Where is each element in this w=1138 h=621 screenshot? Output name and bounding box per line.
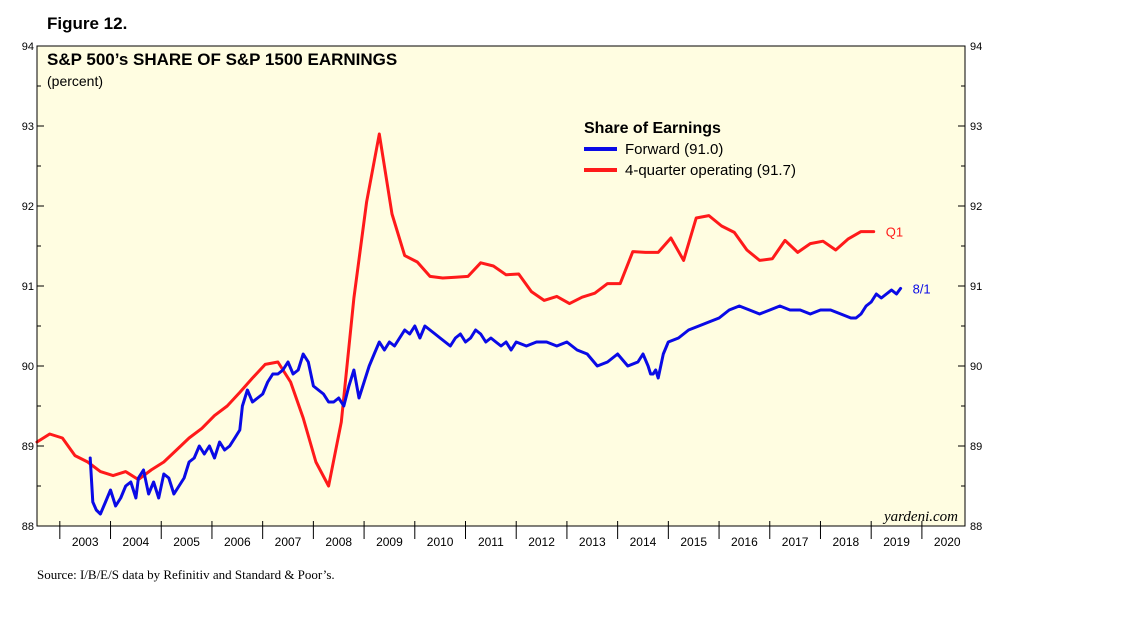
x-tick-label: 2016	[731, 535, 758, 549]
y-tick-label-right: 94	[970, 41, 982, 53]
legend-title: Share of Earnings	[584, 120, 721, 137]
x-tick-label: 2017	[782, 535, 809, 549]
series-line-operating	[35, 132, 876, 488]
x-tick-label: 2015	[680, 535, 707, 549]
source-note: Source: I/B/E/S data by Refinitiv and St…	[37, 567, 335, 582]
y-tick-label-right: 91	[970, 281, 982, 293]
x-tick-label: 2008	[325, 535, 352, 549]
x-tick-label: 2014	[630, 535, 657, 549]
y-tick-label-left: 92	[22, 201, 34, 213]
plot-background	[37, 46, 965, 526]
legend-entry-forward: Forward (91.0)	[625, 141, 723, 158]
x-tick-label: 2012	[528, 535, 555, 549]
x-tick-label: 2011	[478, 535, 504, 549]
x-tick-label: 2003	[72, 535, 99, 549]
x-tick-label: 2020	[934, 535, 961, 549]
y-tick-label-left: 91	[22, 281, 34, 293]
x-tick-label: 2019	[883, 535, 910, 549]
y-tick-label-left: 94	[22, 41, 34, 53]
x-tick-label: 2004	[123, 535, 150, 549]
series-end-label-forward: 8/1	[913, 281, 931, 296]
y-tick-label-left: 88	[22, 521, 34, 533]
x-tick-label: 2009	[376, 535, 403, 549]
y-tick-label-right: 92	[970, 201, 982, 213]
y-tick-label-left: 93	[22, 121, 34, 133]
y-tick-label-left: 89	[22, 441, 34, 453]
series-line-forward	[88, 286, 903, 516]
chart-subtitle: (percent)	[47, 73, 103, 89]
legend: Share of Earnings Forward (91.0) 4-quart…	[584, 120, 796, 179]
plot-frame	[36, 45, 966, 527]
y-tick-label-right: 90	[970, 361, 982, 373]
chart-title: S&P 500’s SHARE OF S&P 1500 EARNINGS	[47, 50, 397, 69]
x-tick-label: 2006	[224, 535, 251, 549]
y-tick-label-left: 90	[22, 361, 34, 373]
axis-ticks	[37, 45, 965, 539]
x-tick-label: 2005	[173, 535, 200, 549]
y-tick-label-right: 89	[970, 441, 982, 453]
x-tick-label: 2010	[427, 535, 454, 549]
y-tick-label-right: 93	[970, 121, 982, 133]
x-tick-label: 2018	[832, 535, 859, 549]
y-tick-label-right: 88	[970, 521, 982, 533]
x-tick-label: 2013	[579, 535, 606, 549]
watermark: yardeni.com	[882, 509, 958, 525]
labels-layer: 88 88 89 89 90 90 91 91 92 92 93 93 94 94 2003 2004 2005…	[22, 41, 983, 549]
series-layer	[35, 132, 903, 516]
series-end-label-operating: Q1	[886, 225, 903, 240]
legend-entry-operating: 4-quarter operating (91.7)	[625, 162, 796, 179]
figure-label: Figure 12.	[47, 14, 128, 33]
x-tick-label: 2007	[275, 535, 302, 549]
